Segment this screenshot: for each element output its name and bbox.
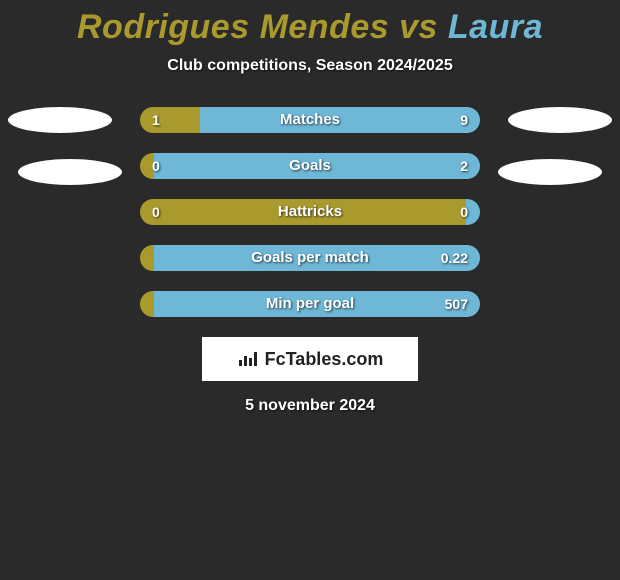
value-right: 0.22 [441, 245, 468, 271]
value-right: 507 [445, 291, 468, 317]
value-right: 0 [460, 199, 468, 225]
value-right: 2 [460, 153, 468, 179]
bar-track [140, 199, 480, 225]
bar-right [466, 199, 480, 225]
title-vs: vs [389, 8, 448, 46]
bar-track [140, 245, 480, 271]
bar-left [140, 107, 200, 133]
logo-box: FcTables.com [202, 337, 418, 381]
page-title: Rodrigues Mendes vs Laura [0, 0, 620, 47]
bar-right [154, 245, 480, 271]
subtitle: Club competitions, Season 2024/2025 [0, 57, 620, 75]
value-right: 9 [460, 107, 468, 133]
title-player-left: Rodrigues Mendes [77, 8, 389, 46]
comparison-widget: Rodrigues Mendes vs Laura Club competiti… [0, 0, 620, 580]
chart-area: 19Matches02Goals00Hattricks0.22Goals per… [0, 107, 620, 317]
logo: FcTables.com [237, 349, 384, 370]
bar-track [140, 107, 480, 133]
date-line: 5 november 2024 [0, 397, 620, 415]
bar-right [154, 291, 480, 317]
bar-right [200, 107, 480, 133]
title-player-right: Laura [448, 8, 543, 46]
value-left: 0 [152, 199, 160, 225]
bar-left [140, 199, 466, 225]
bar-track [140, 291, 480, 317]
bar-track [140, 153, 480, 179]
value-left: 0 [152, 153, 160, 179]
metric-row: 02Goals [0, 153, 620, 179]
bars-icon [237, 350, 261, 368]
metric-row: 507Min per goal [0, 291, 620, 317]
bar-left [140, 291, 154, 317]
metric-row: 00Hattricks [0, 199, 620, 225]
value-left: 1 [152, 107, 160, 133]
metric-row: 0.22Goals per match [0, 245, 620, 271]
bar-left [140, 245, 154, 271]
bar-right [154, 153, 480, 179]
logo-text: FcTables.com [265, 349, 384, 370]
metric-row: 19Matches [0, 107, 620, 133]
